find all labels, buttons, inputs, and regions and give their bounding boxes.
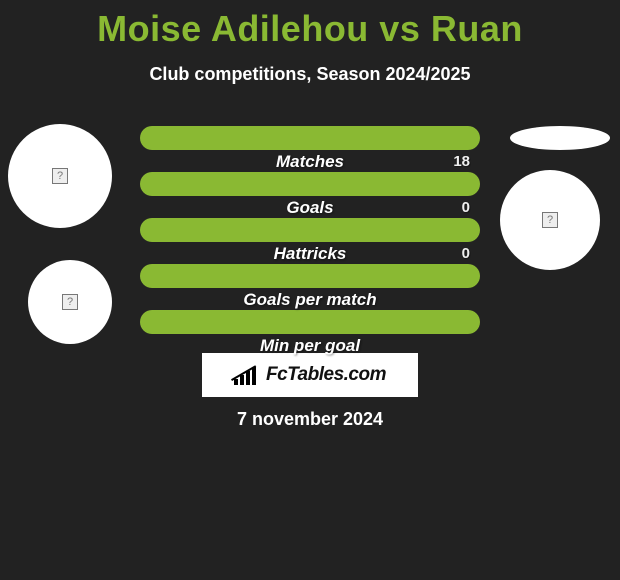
team1-avatar: ? bbox=[28, 260, 112, 344]
bar-track bbox=[140, 264, 480, 288]
bar-row: Goals per match bbox=[140, 264, 480, 288]
player2-ellipse bbox=[510, 126, 610, 150]
placeholder-icon: ? bbox=[52, 168, 68, 184]
bar-track bbox=[140, 310, 480, 334]
bar-value-right: 0 bbox=[462, 242, 470, 266]
bar-label: Min per goal bbox=[140, 334, 480, 358]
brand-box: FcTables.com bbox=[202, 353, 418, 397]
player2-avatar: ? bbox=[500, 170, 600, 270]
placeholder-icon: ? bbox=[62, 294, 78, 310]
bar-row: Hattricks 0 bbox=[140, 218, 480, 242]
placeholder-icon: ? bbox=[542, 212, 558, 228]
bar-chart-icon bbox=[234, 365, 260, 385]
brand-text: FcTables.com bbox=[266, 364, 386, 386]
bar-track bbox=[140, 172, 480, 196]
page-title: Moise Adilehou vs Ruan bbox=[0, 0, 620, 50]
bar-label: Matches bbox=[140, 150, 480, 174]
bar-label: Hattricks bbox=[140, 242, 480, 266]
bar-row: Matches 18 bbox=[140, 126, 480, 150]
bar-row: Goals 0 bbox=[140, 172, 480, 196]
bar-value-right: 18 bbox=[453, 150, 470, 174]
bar-label: Goals bbox=[140, 196, 480, 220]
bar-label: Goals per match bbox=[140, 288, 480, 312]
date-label: 7 november 2024 bbox=[0, 409, 620, 430]
bar-track bbox=[140, 218, 480, 242]
page-subtitle: Club competitions, Season 2024/2025 bbox=[0, 64, 620, 85]
bar-value-right: 0 bbox=[462, 196, 470, 220]
bar-row: Min per goal bbox=[140, 310, 480, 334]
comparison-bars: Matches 18 Goals 0 Hattricks 0 Goals per… bbox=[140, 126, 480, 356]
bar-track bbox=[140, 126, 480, 150]
player1-avatar: ? bbox=[8, 124, 112, 228]
